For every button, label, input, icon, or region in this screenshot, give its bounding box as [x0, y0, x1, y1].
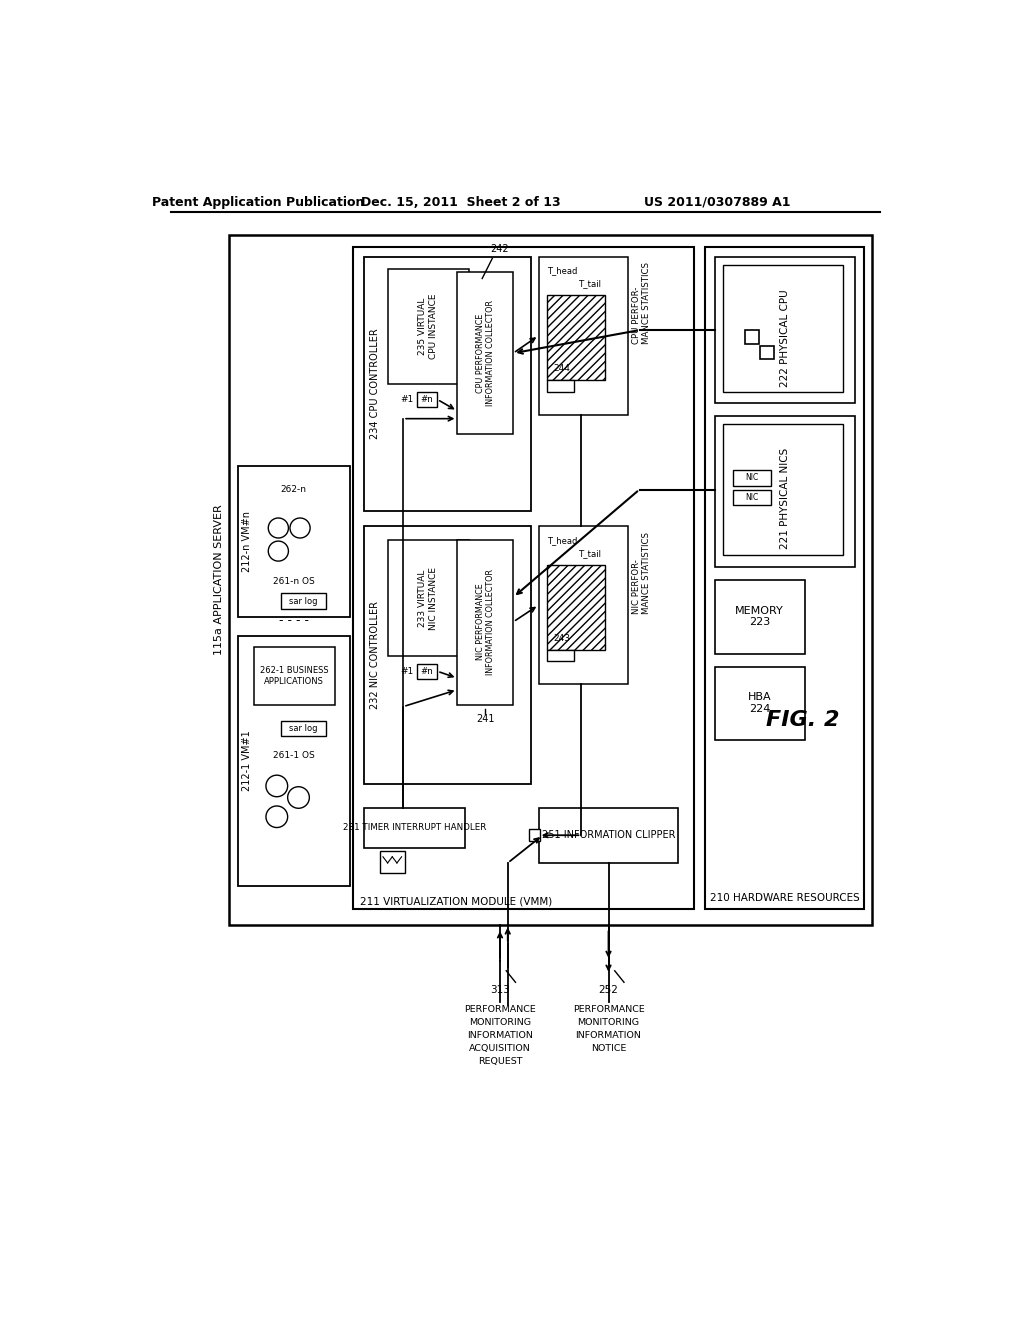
Text: sar log: sar log	[289, 597, 317, 606]
Text: NIC: NIC	[745, 474, 759, 482]
Bar	[732, 470, 771, 486]
Text: Patent Application Publication: Patent Application Publication	[152, 195, 365, 209]
Bar	[761, 346, 774, 359]
Bar	[417, 392, 437, 407]
Bar	[547, 649, 573, 661]
Bar	[539, 257, 628, 414]
Text: REQUEST: REQUEST	[478, 1057, 522, 1067]
Text: 243: 243	[554, 634, 570, 643]
Text: 251 INFORMATION CLIPPER: 251 INFORMATION CLIPPER	[542, 830, 675, 841]
Text: T_head: T_head	[547, 536, 578, 545]
Text: 234 CPU CONTROLLER: 234 CPU CONTROLLER	[371, 329, 380, 440]
Bar	[458, 272, 513, 434]
Text: Dec. 15, 2011  Sheet 2 of 13: Dec. 15, 2011 Sheet 2 of 13	[361, 195, 561, 209]
Bar	[706, 247, 864, 909]
Bar	[732, 490, 771, 506]
Bar	[238, 466, 350, 616]
Bar	[723, 264, 844, 392]
Text: NIC: NIC	[745, 492, 759, 502]
Text: PERFORMANCE: PERFORMANCE	[572, 1005, 644, 1014]
Bar	[228, 235, 872, 924]
Bar	[417, 664, 437, 678]
Text: #n: #n	[421, 667, 433, 676]
Text: 261-n OS: 261-n OS	[273, 577, 314, 586]
Text: 235 VIRTUAL
CPU INSTANCE: 235 VIRTUAL CPU INSTANCE	[418, 293, 437, 359]
Bar	[352, 247, 693, 909]
Text: MONITORING: MONITORING	[469, 1018, 531, 1027]
Bar	[281, 721, 326, 737]
Text: FIG. 2: FIG. 2	[766, 710, 839, 730]
Text: T_tail: T_tail	[579, 280, 602, 288]
Bar	[547, 380, 573, 392]
Bar	[723, 424, 844, 554]
Bar	[716, 667, 805, 739]
Bar	[458, 540, 513, 705]
Text: US 2011/0307889 A1: US 2011/0307889 A1	[644, 195, 791, 209]
Text: 232 NIC CONTROLLER: 232 NIC CONTROLLER	[371, 601, 380, 709]
Bar	[365, 808, 465, 847]
Text: 252: 252	[599, 985, 618, 995]
Bar	[547, 565, 604, 649]
Text: MEMORY
223: MEMORY 223	[735, 606, 784, 627]
Bar	[254, 647, 335, 705]
Text: 262-1 BUSINESS
APPLICATIONS: 262-1 BUSINESS APPLICATIONS	[259, 667, 328, 685]
Text: 231 TIMER INTERRUPT HANDLER: 231 TIMER INTERRUPT HANDLER	[343, 824, 486, 832]
Text: HBA
224: HBA 224	[748, 692, 771, 714]
Text: #1: #1	[400, 667, 414, 676]
Text: 244: 244	[554, 364, 570, 374]
Text: NOTICE: NOTICE	[591, 1044, 627, 1053]
Bar	[744, 330, 759, 345]
Text: 262-n: 262-n	[281, 484, 307, 494]
Text: sar log: sar log	[289, 723, 317, 733]
Text: - - - -: - - - -	[279, 614, 309, 627]
Text: 210 HARDWARE RESOURCES: 210 HARDWARE RESOURCES	[710, 892, 859, 903]
Text: ACQUISITION: ACQUISITION	[469, 1044, 530, 1053]
Text: 212-n VM#n: 212-n VM#n	[243, 511, 252, 572]
Text: #n: #n	[421, 395, 433, 404]
Bar	[388, 540, 469, 656]
Text: CPU PERFORMANCE
INFORMATION COLLECTOR: CPU PERFORMANCE INFORMATION COLLECTOR	[475, 300, 495, 407]
Text: INFORMATION: INFORMATION	[467, 1031, 532, 1040]
Text: T_tail: T_tail	[579, 549, 602, 558]
Text: NIC PERFORMANCE
INFORMATION COLLECTOR: NIC PERFORMANCE INFORMATION COLLECTOR	[475, 569, 495, 675]
Bar	[238, 636, 350, 886]
Bar	[716, 257, 855, 404]
Text: MONITORING: MONITORING	[578, 1018, 640, 1027]
Bar	[365, 257, 531, 511]
Text: #1: #1	[400, 395, 414, 404]
Bar	[547, 296, 604, 380]
Bar	[716, 581, 805, 653]
Text: 241: 241	[476, 714, 495, 723]
Bar	[539, 527, 628, 684]
Text: 211 VIRTUALIZATION MODULE (VMM): 211 VIRTUALIZATION MODULE (VMM)	[360, 896, 553, 907]
Bar	[529, 829, 541, 841]
Text: 222 PHYSICAL CPU: 222 PHYSICAL CPU	[780, 289, 791, 387]
Text: 115a APPLICATION SERVER: 115a APPLICATION SERVER	[214, 504, 224, 655]
Text: INFORMATION: INFORMATION	[575, 1031, 641, 1040]
Text: 313: 313	[490, 985, 510, 995]
Text: 242: 242	[490, 244, 509, 255]
Text: 233 VIRTUAL
NIC INSTANCE: 233 VIRTUAL NIC INSTANCE	[418, 566, 437, 630]
Text: CPU PERFOR-
MANCE STATISTICS: CPU PERFOR- MANCE STATISTICS	[632, 263, 651, 345]
Bar	[365, 527, 531, 784]
Bar	[281, 594, 326, 609]
Bar	[716, 416, 855, 566]
Text: NIC PERFOR-
MANCE STATISTICS: NIC PERFOR- MANCE STATISTICS	[632, 532, 651, 614]
Bar	[539, 808, 678, 863]
Text: 221 PHYSICAL NICS: 221 PHYSICAL NICS	[780, 447, 791, 549]
Bar	[380, 851, 404, 873]
Text: 261-1 OS: 261-1 OS	[273, 751, 314, 759]
Text: T_head: T_head	[547, 267, 578, 276]
Bar	[388, 268, 469, 384]
Text: PERFORMANCE: PERFORMANCE	[464, 1005, 536, 1014]
Text: 212-1 VM#1: 212-1 VM#1	[243, 730, 252, 791]
